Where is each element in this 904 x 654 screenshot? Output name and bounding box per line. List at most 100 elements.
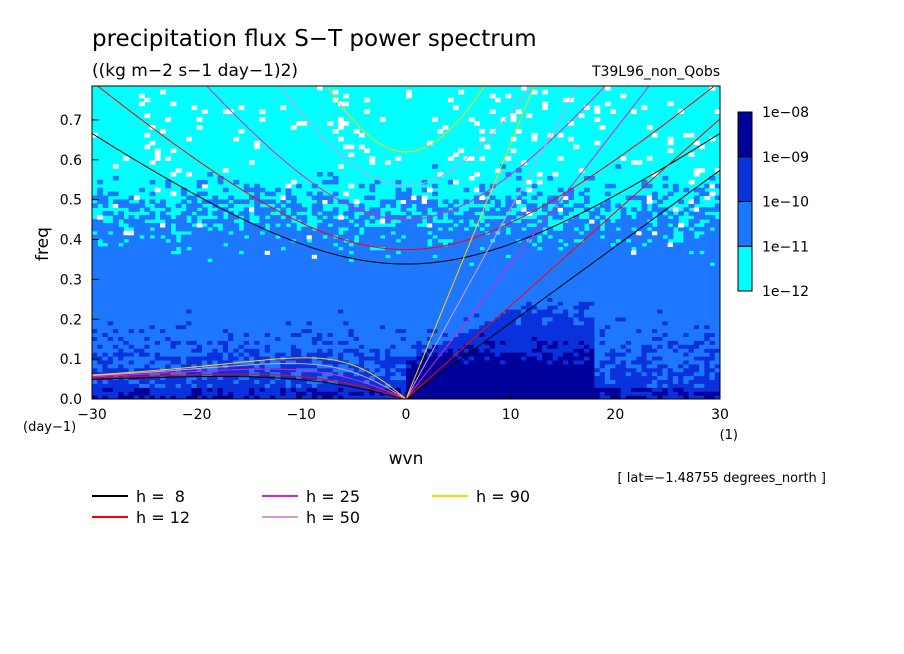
heatmap-cell	[332, 262, 339, 267]
heatmap-cell	[264, 258, 271, 263]
heatmap-cell	[369, 340, 376, 345]
heatmap-cell	[714, 391, 720, 396]
heatmap-cell	[186, 324, 193, 330]
heatmap-cell	[217, 234, 224, 240]
heatmap-cell	[521, 312, 527, 318]
heatmap-cell	[191, 309, 198, 314]
heatmap-cell	[149, 367, 156, 373]
heatmap-cell	[573, 242, 580, 248]
heatmap-cell	[364, 367, 370, 373]
heatmap-cell	[385, 277, 391, 283]
heatmap-cell	[672, 387, 679, 392]
heatmap-cell	[332, 309, 339, 314]
heatmap-cell	[578, 375, 585, 381]
heatmap-cell	[531, 262, 538, 267]
heatmap-cell	[646, 309, 653, 314]
heatmap-cell	[201, 262, 208, 267]
heatmap-cell	[212, 285, 219, 291]
heatmap-cell	[552, 328, 559, 334]
heatmap-cell	[395, 355, 402, 361]
heatmap-cell	[364, 332, 370, 337]
heatmap-cell	[165, 320, 172, 326]
heatmap-cell	[688, 332, 695, 337]
heatmap-cell	[285, 371, 292, 377]
heatmap-cell	[186, 371, 193, 377]
heatmap-cell	[578, 348, 585, 353]
heatmap-cell	[636, 269, 643, 275]
heatmap-cell	[505, 352, 512, 357]
heatmap-cell	[139, 281, 145, 287]
heatmap-cell	[542, 316, 548, 322]
heatmap-cell	[594, 309, 601, 314]
heatmap-cell	[432, 316, 438, 322]
heatmap-cell	[484, 293, 491, 298]
heatmap-cell	[531, 301, 538, 306]
heatmap-cell	[474, 293, 480, 298]
heatmap-cell	[672, 297, 679, 302]
heatmap-cell	[474, 250, 480, 255]
heatmap-cell	[500, 324, 507, 330]
heatmap-cell	[201, 234, 208, 240]
heatmap-cell	[573, 375, 580, 381]
heatmap-cell	[536, 265, 543, 271]
heatmap-cell	[374, 258, 381, 263]
heatmap-cell	[133, 250, 140, 255]
heatmap-cell	[494, 262, 501, 267]
heatmap-cell	[594, 355, 601, 361]
heatmap-cell	[500, 238, 507, 244]
heatmap-cell	[709, 375, 716, 381]
heatmap-cell	[505, 371, 512, 377]
heatmap-cell	[180, 285, 187, 291]
heatmap-cell	[489, 281, 496, 287]
heatmap-cell	[102, 277, 109, 283]
heatmap-cell	[521, 328, 527, 334]
heatmap-cell	[186, 254, 193, 259]
heatmap-cell	[285, 363, 292, 369]
heatmap-cell	[196, 352, 203, 357]
heatmap-cell	[222, 316, 229, 322]
heatmap-cell	[426, 320, 433, 326]
heatmap-cell	[515, 375, 522, 381]
heatmap-cell	[699, 355, 705, 361]
heatmap-cell	[594, 395, 601, 399]
heatmap-cell	[657, 359, 664, 365]
heatmap-cell	[631, 305, 637, 310]
heatmap-cell	[610, 352, 616, 357]
heatmap-cell	[306, 324, 313, 330]
heatmap-cell	[610, 289, 616, 294]
heatmap-cell	[385, 293, 391, 298]
heatmap-cell	[212, 359, 219, 365]
heatmap-cell	[521, 320, 527, 326]
heatmap-cell	[301, 312, 308, 318]
heatmap-cell	[411, 395, 418, 399]
heatmap-cell	[531, 297, 538, 302]
heatmap-cell	[406, 340, 412, 345]
heatmap-cell	[149, 312, 156, 318]
heatmap-cell	[280, 363, 287, 369]
heatmap-cell	[160, 293, 166, 298]
heatmap-cell	[604, 355, 611, 361]
heatmap-cell	[662, 355, 669, 361]
heatmap-cell	[468, 352, 475, 357]
heatmap-cell	[651, 352, 658, 357]
heatmap-cell	[568, 371, 575, 377]
heatmap-cell	[479, 363, 486, 369]
heatmap-cell	[275, 363, 281, 369]
heatmap-cell	[102, 273, 109, 279]
heatmap-cell	[662, 387, 669, 392]
heatmap-cell	[337, 375, 344, 381]
heatmap-cell	[243, 293, 250, 298]
heatmap-cell	[154, 281, 161, 287]
heatmap-cell	[599, 262, 606, 267]
heatmap-cell	[290, 324, 297, 330]
heatmap-cell	[196, 328, 203, 334]
heatmap-cell	[631, 371, 637, 377]
heatmap-cell	[306, 395, 313, 399]
heatmap-cell	[568, 281, 575, 287]
heatmap-cell	[353, 340, 360, 345]
heatmap-cell	[568, 344, 575, 349]
heatmap-cell	[395, 254, 402, 259]
heatmap-cell	[683, 242, 690, 248]
heatmap-cell	[447, 367, 454, 373]
heatmap-cell	[447, 246, 454, 251]
